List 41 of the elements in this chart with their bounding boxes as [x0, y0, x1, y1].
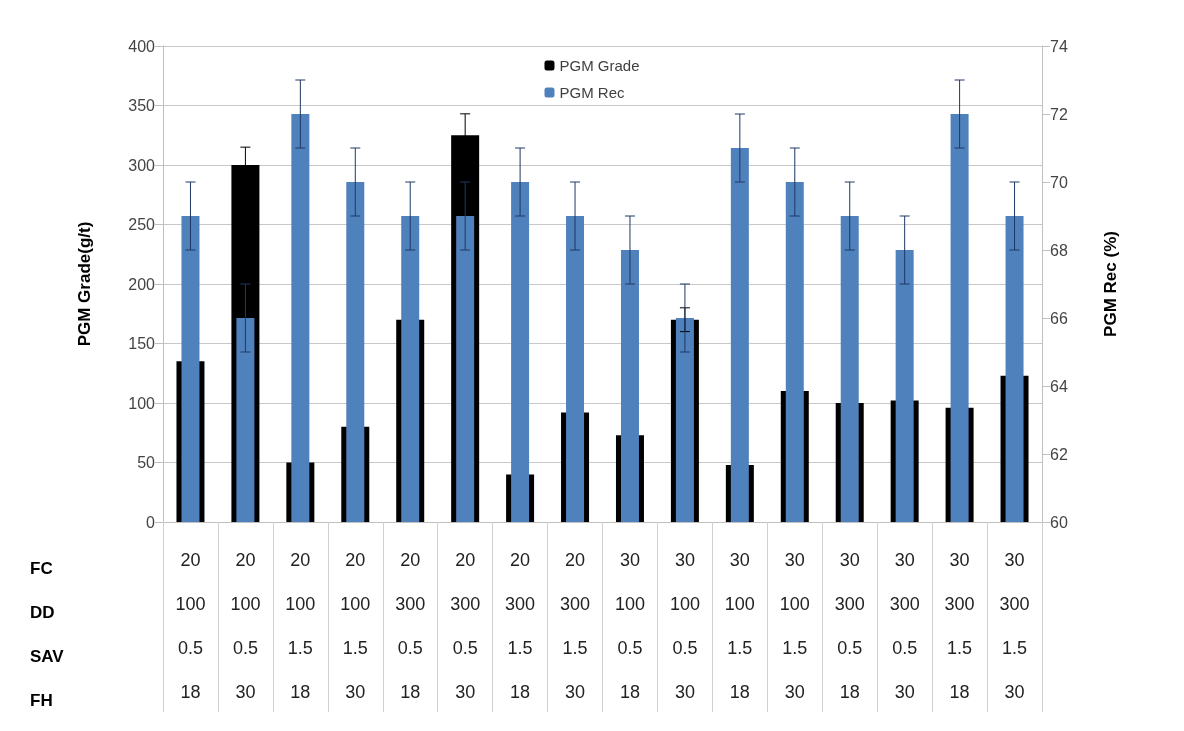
- text: FH: [30, 691, 53, 710]
- y2-tick-label: 74: [1050, 37, 1068, 55]
- y-tick-label: 350: [128, 97, 156, 114]
- legend-label: PGM Grade: [559, 57, 640, 74]
- y2-tick-label: 70: [1050, 173, 1068, 191]
- category-label: 30 300 1.5 18: [944, 550, 975, 702]
- y-tick-label: 50: [137, 454, 156, 471]
- category-label: 20 300 1.5 18: [505, 550, 536, 702]
- category-label: 20 100 0.5 18: [175, 550, 206, 702]
- y2-tick-label: 64: [1050, 377, 1068, 395]
- category-label: 20 100 0.5 30: [230, 550, 261, 702]
- category-label: 30 300 1.5 30: [999, 550, 1030, 702]
- y2-tick-label: 66: [1050, 309, 1068, 327]
- y-tick-label: 150: [128, 335, 156, 352]
- y2-tick-label: 62: [1050, 445, 1068, 463]
- legend-label: PGM Rec: [559, 84, 625, 101]
- category-label: 30 100 1.5 18: [724, 550, 755, 702]
- y-tick-label: 100: [128, 394, 156, 412]
- text: DD: [30, 603, 55, 622]
- category-label: 30 300 0.5 18: [834, 550, 865, 702]
- y-tick-label: 400: [128, 37, 156, 55]
- y-tick-label: 250: [128, 216, 156, 233]
- y-tick-label: 200: [128, 275, 156, 293]
- category-label: 30 300 0.5 30: [889, 550, 920, 702]
- text: SAV: [30, 647, 65, 666]
- category-label: 30 100 0.5 30: [669, 550, 700, 702]
- category-label: 20 100 1.5 30: [340, 550, 371, 702]
- category-label: 20 300 0.5 18: [395, 550, 426, 702]
- category-label: 30 100 1.5 30: [779, 550, 810, 702]
- category-label: 20 100 1.5 18: [285, 550, 316, 702]
- y-axis-title: PGM Grade(g/t): [75, 221, 94, 347]
- text: FC: [30, 559, 53, 578]
- y2-axis-title: PGM Rec (%): [1101, 231, 1120, 337]
- y-tick-label: 0: [146, 513, 156, 531]
- y-tick-label: 300: [128, 156, 156, 174]
- category-label: 30 100 0.5 18: [614, 550, 645, 702]
- y2-tick-label: 72: [1050, 105, 1068, 123]
- y2-tick-label: 60: [1050, 513, 1068, 531]
- category-label: 20 300 0.5 30: [450, 550, 481, 702]
- y2-tick-label: 68: [1050, 241, 1068, 259]
- category-label: 20 300 1.5 30: [560, 550, 591, 702]
